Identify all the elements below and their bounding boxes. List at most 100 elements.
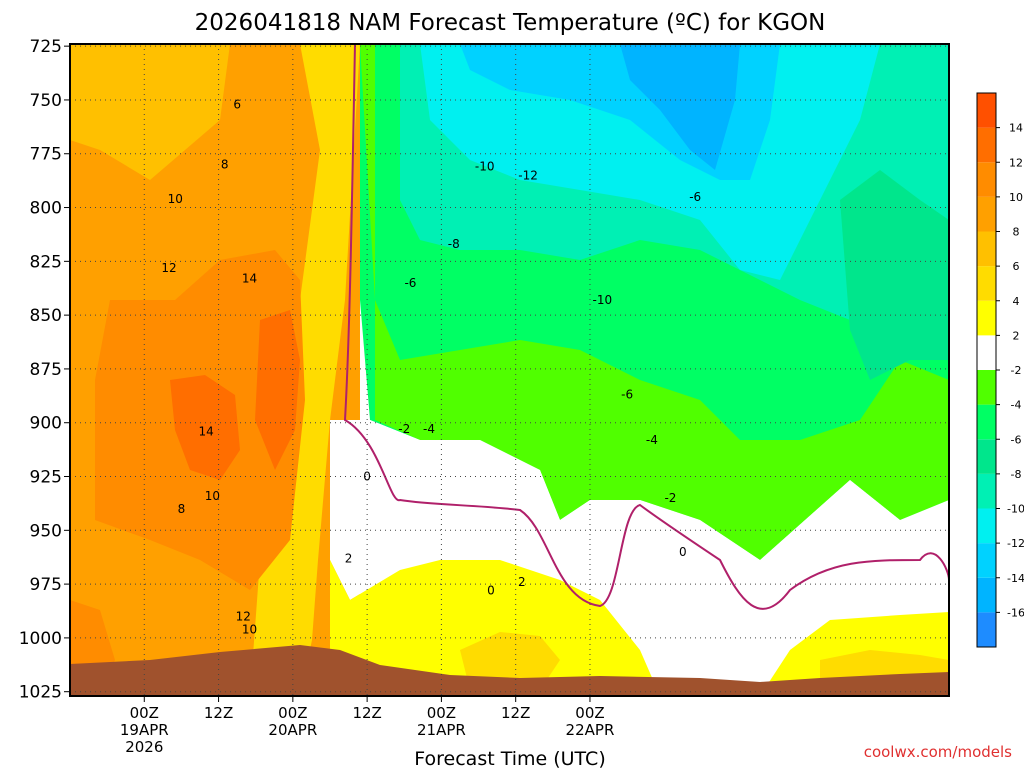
- contour-label: 8: [221, 158, 229, 172]
- colorbar-label: 6: [1013, 260, 1020, 273]
- y-tick-label: 850: [30, 306, 62, 326]
- colorbar-swatch: [977, 196, 996, 232]
- contour-label: -10: [593, 293, 613, 307]
- y-tick-label: 825: [30, 252, 62, 272]
- contour-label: 8: [178, 502, 186, 516]
- contour-label: 2: [345, 551, 353, 565]
- y-tick-label: 800: [30, 199, 62, 219]
- contour-label: -6: [404, 276, 416, 290]
- x-tick-label: 00Z: [427, 704, 456, 722]
- zero-contour: [343, 44, 949, 610]
- y-tick-label: 975: [30, 575, 62, 595]
- x-tick-label: 12Z: [352, 704, 381, 722]
- contour-label: 10: [205, 489, 220, 503]
- contour-label: 10: [168, 192, 183, 206]
- colorbar-label: -16: [1007, 606, 1024, 619]
- y-tick-label: 775: [30, 145, 62, 165]
- lower-warm-layer: [330, 560, 660, 696]
- contour-label: 12: [161, 261, 176, 275]
- x-tick-label: 21APR: [417, 721, 466, 739]
- x-tick-label: 00Z: [130, 704, 159, 722]
- x-tick-label: 22APR: [566, 721, 615, 739]
- colorbar-label: -12: [1007, 537, 1024, 550]
- colorbar-swatch: [977, 404, 996, 440]
- contour-label: 14: [242, 272, 257, 286]
- ground-terrain: [70, 645, 949, 696]
- colorbar-label: -4: [1011, 399, 1022, 412]
- x-tick-label: 00Z: [575, 704, 604, 722]
- contour-label: 10: [242, 622, 257, 636]
- colorbar-swatch: [977, 127, 996, 163]
- colorbar-swatch: [977, 162, 996, 197]
- zero-zone: [330, 420, 949, 696]
- grid-lines: [70, 44, 949, 696]
- contour-label: -6: [621, 388, 633, 402]
- x-tick-label: 19APR: [120, 721, 169, 739]
- contour-label: -4: [423, 422, 435, 436]
- y-tick-label: 950: [30, 521, 62, 541]
- colorbar: -16 -14 -12 -10 -8 -6 -4 -2 2 4 6 8 10 12 14: [976, 92, 1024, 648]
- x-tick-label: 20APR: [268, 721, 317, 739]
- colorbar-swatch: [977, 266, 996, 301]
- colorbar-swatch: [977, 335, 996, 370]
- x-axis-label: Forecast Time (UTC): [414, 748, 605, 768]
- colorbar-label: -2: [1011, 364, 1022, 377]
- contour-label: -2: [664, 491, 676, 505]
- band-minus-14: [620, 44, 740, 170]
- y-tick-label: 1000: [19, 629, 62, 649]
- colorbar-swatch: [977, 439, 996, 474]
- lower-warm-pocket: [460, 632, 560, 690]
- y-tick-label: 875: [30, 360, 62, 380]
- warm-core-14: [255, 310, 300, 470]
- contour-label: -4: [646, 433, 658, 447]
- colorbar-swatch: [977, 543, 996, 578]
- y-tick-label: 725: [30, 37, 62, 57]
- contour-label: 0: [487, 584, 495, 598]
- y-tick-label: 1025: [19, 683, 62, 703]
- contour-label: -2: [398, 422, 410, 436]
- contour-label: 0: [363, 470, 371, 484]
- y-tick-label: 925: [30, 468, 62, 488]
- contour-label: 12: [236, 609, 251, 623]
- colorbar-swatch: [977, 300, 996, 336]
- colorbar-label: 4: [1013, 295, 1020, 308]
- colorbar-swatch: [977, 370, 996, 405]
- colorbar-label: -6: [1011, 433, 1022, 446]
- colorbar-swatch: [977, 508, 996, 544]
- colorbar-label: 8: [1013, 226, 1020, 239]
- credit-label: coolwx.com/models: [864, 743, 1012, 761]
- colorbar-swatch: [977, 93, 996, 128]
- colorbar-label: 2: [1013, 329, 1020, 342]
- contour-label: 6: [233, 97, 241, 111]
- colorbar-swatch: [977, 231, 996, 267]
- contour-label: -12: [518, 168, 538, 182]
- chart-title: 2026041818 NAM Forecast Temperature (ºC)…: [195, 10, 826, 36]
- colorbar-swatch: [977, 612, 996, 647]
- upper-left-region: [70, 44, 230, 180]
- colorbar-swatch: [977, 577, 996, 613]
- plot-frame: [69, 43, 950, 697]
- y-tick-label: 750: [30, 91, 62, 111]
- colorbar-swatch: [977, 473, 996, 509]
- contour-label: -8: [448, 237, 460, 251]
- contour-label: 14: [199, 424, 214, 438]
- colorbar-label: 10: [1009, 191, 1023, 204]
- x-tick-label: 12Z: [501, 704, 530, 722]
- contour-label: -10: [475, 160, 495, 174]
- colorbar-label: -10: [1007, 503, 1024, 516]
- y-axis: 725 750 775 800 825 850 875 900 925 950 975 1000 102…: [19, 37, 70, 703]
- contour-label: -6: [689, 190, 701, 204]
- x-tick-label: 12Z: [204, 704, 233, 722]
- colorbar-label: 12: [1009, 156, 1023, 169]
- band-minus-2: [360, 44, 949, 560]
- y-tick-label: 900: [30, 414, 62, 434]
- colorbar-label: -14: [1007, 572, 1024, 585]
- colorbar-label: 14: [1009, 122, 1023, 135]
- warm-core-14-left: [170, 375, 240, 480]
- x-tick-label: 2026: [125, 738, 163, 756]
- plot-area: [70, 44, 949, 696]
- right-lobe: [840, 170, 949, 380]
- x-tick-label: 00Z: [278, 704, 307, 722]
